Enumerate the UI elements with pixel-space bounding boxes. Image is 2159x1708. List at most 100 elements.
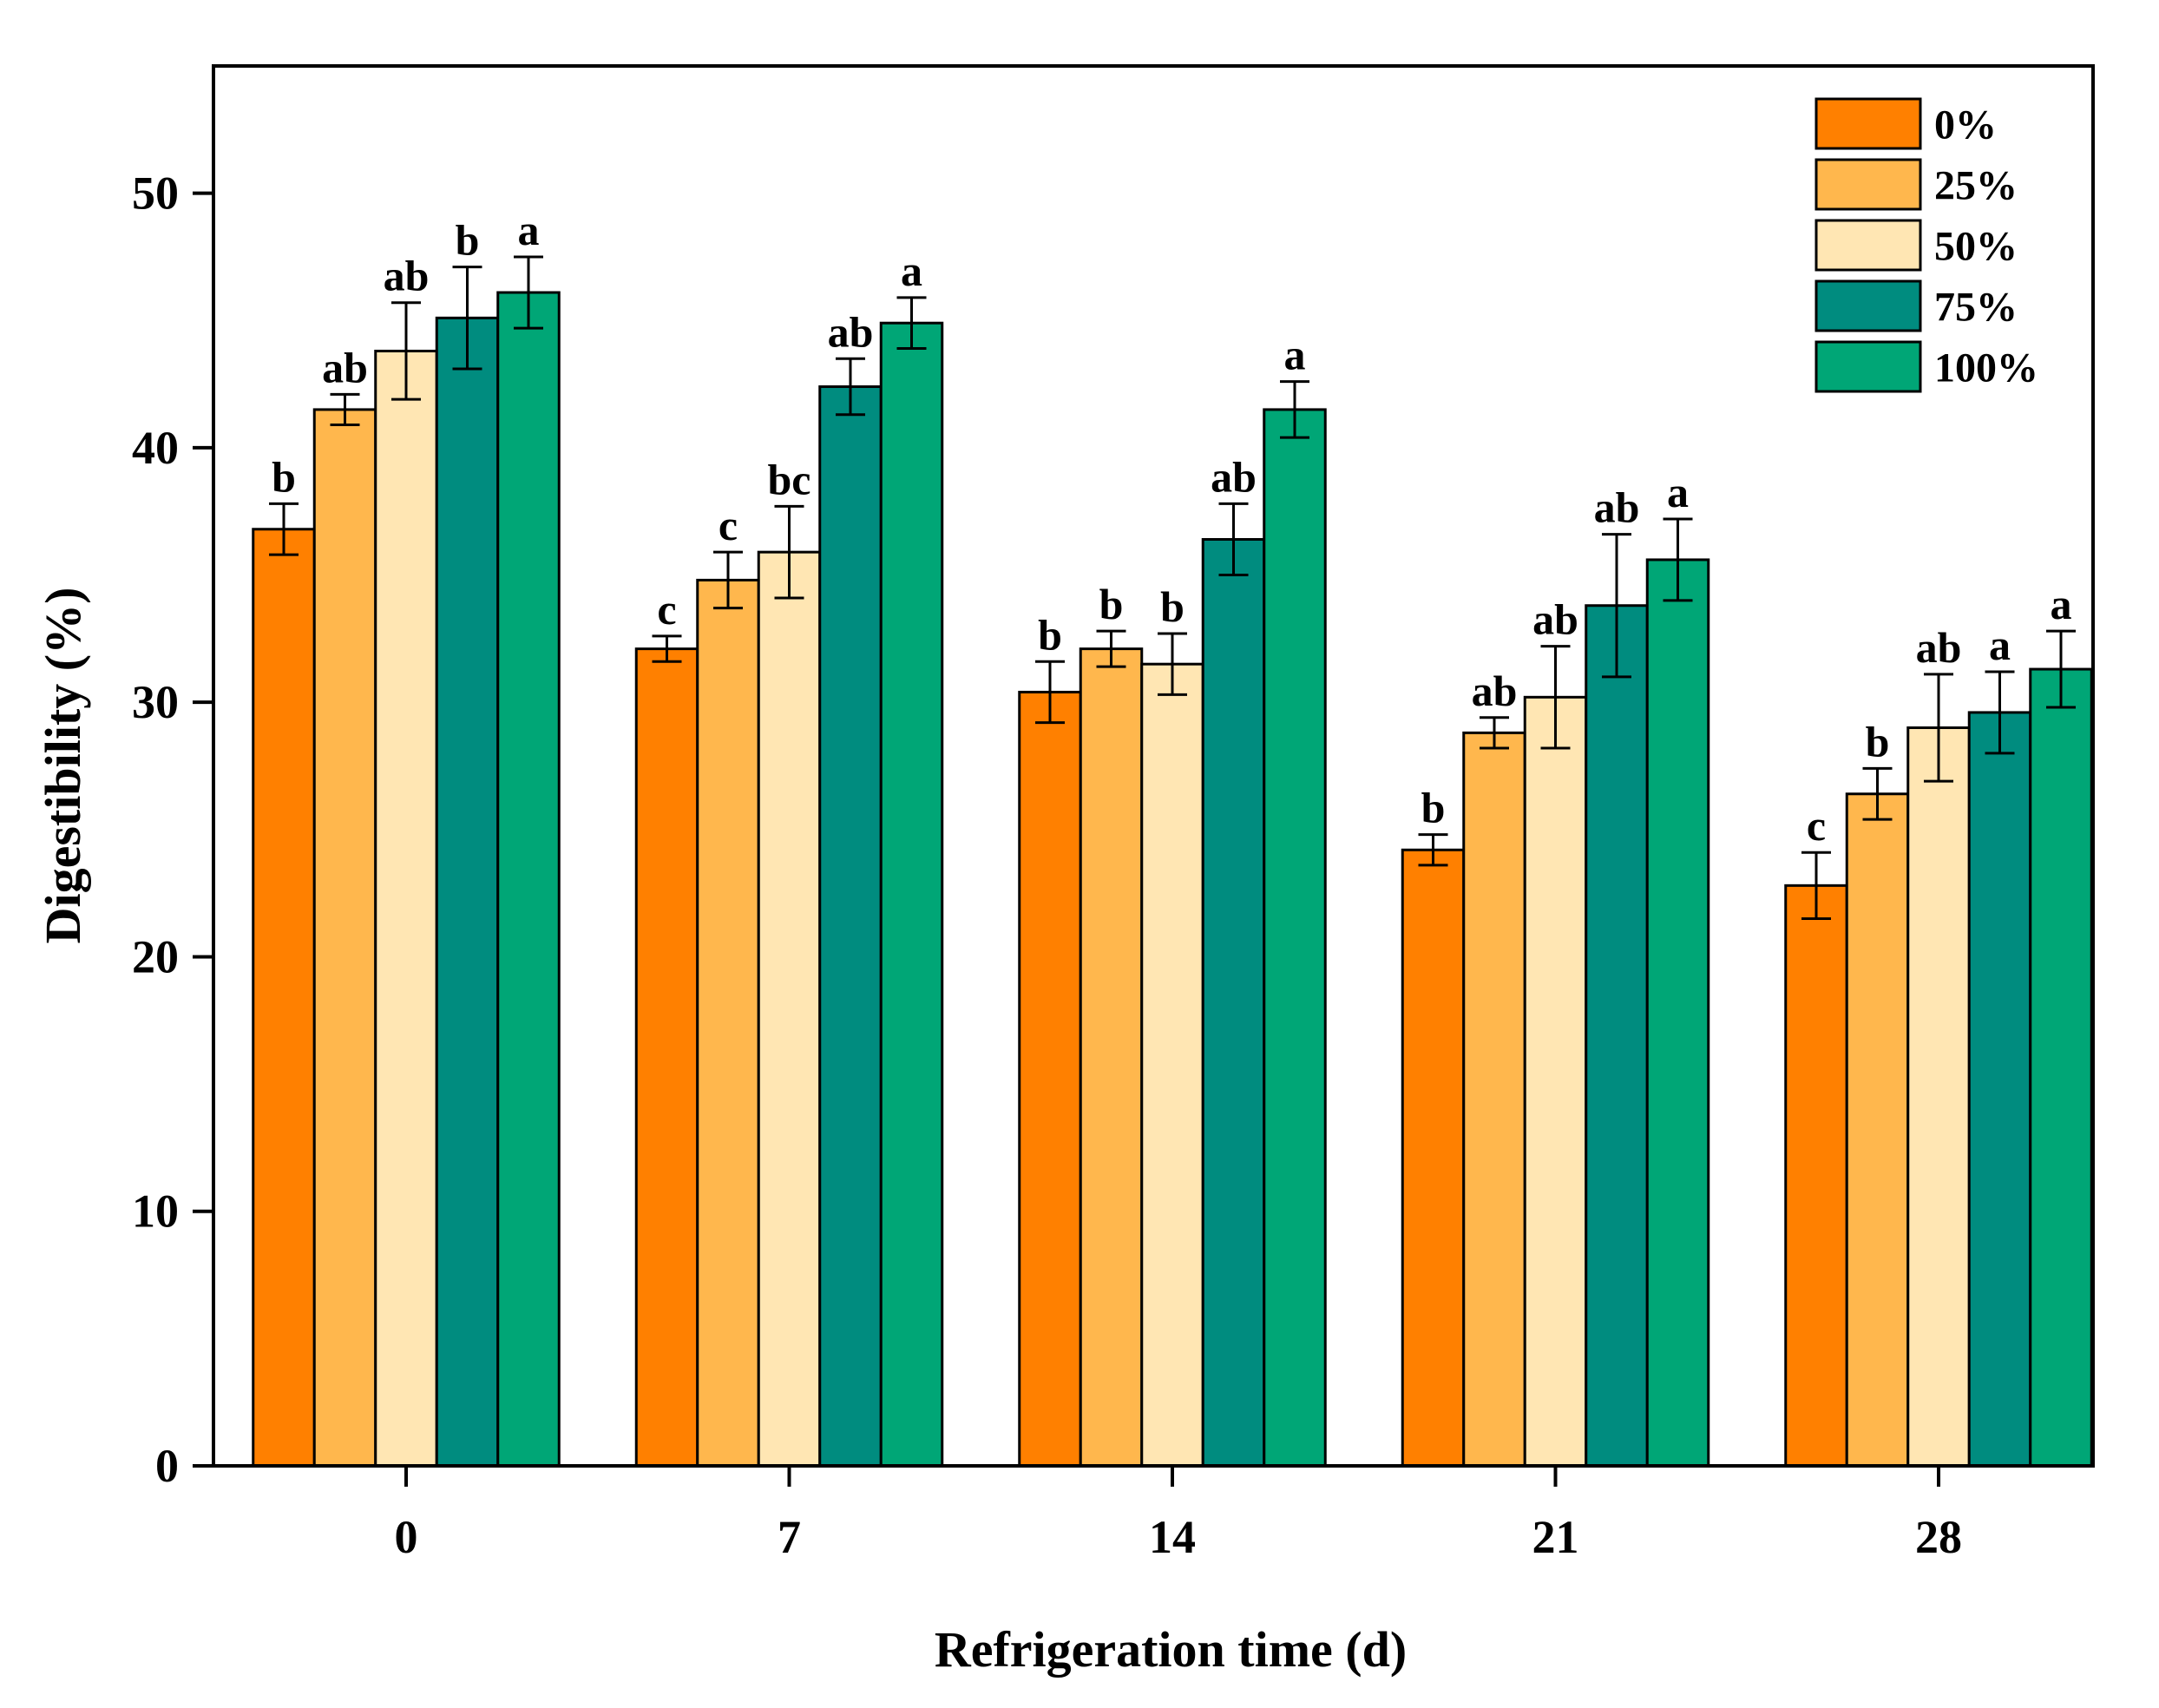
bar-100pct-day-14 <box>1263 408 1327 1468</box>
error-bar-75pct-day-28 <box>1985 670 2015 755</box>
significance-label-25pct-day-0: ab <box>322 343 368 391</box>
legend-entry-75pct: 75% <box>1814 279 2018 332</box>
error-bar-0pct-day-28 <box>1801 851 1831 920</box>
significance-label-50pct-day-28: ab <box>1916 623 1962 672</box>
legend-swatch-75pct <box>1814 279 1922 332</box>
bar-0pct-day-14 <box>1018 690 1082 1468</box>
significance-label-25pct-day-14: b <box>1099 580 1124 628</box>
significance-label-75pct-day-14: ab <box>1211 452 1257 501</box>
legend-label-75pct: 75% <box>1934 285 2018 331</box>
bar-50pct-day-14 <box>1140 662 1204 1468</box>
bar-0pct-day-21 <box>1401 848 1466 1468</box>
bar-50pct-day-28 <box>1906 726 1971 1468</box>
significance-label-50pct-day-0: ab <box>384 252 430 300</box>
error-bar-100pct-day-21 <box>1663 517 1693 602</box>
significance-label-0pct-day-28: c <box>1807 801 1826 850</box>
error-bars-layer <box>269 255 2076 920</box>
significance-label-0pct-day-21: b <box>1421 784 1446 832</box>
significance-label-100pct-day-14: a <box>1284 331 1306 379</box>
legend-entry-50pct: 50% <box>1814 219 2018 272</box>
error-bar-100pct-day-0 <box>514 255 543 330</box>
x-tick-label-0: 0 <box>395 1511 418 1563</box>
significance-label-0pct-day-14: b <box>1038 610 1062 659</box>
plot-frame <box>212 64 2095 1468</box>
bar-0pct-day-28 <box>1784 884 1848 1468</box>
significance-label-0pct-day-7: c <box>657 585 676 634</box>
significance-label-75pct-day-28: a <box>1989 621 2011 669</box>
legend-label-0pct: 0% <box>1934 102 1997 148</box>
significance-label-100pct-day-7: a <box>901 246 922 295</box>
bar-25pct-day-7 <box>696 578 760 1468</box>
bar-50pct-day-7 <box>757 550 822 1468</box>
error-bar-100pct-day-14 <box>1280 380 1309 439</box>
significance-label-25pct-day-7: c <box>719 501 738 549</box>
error-bar-50pct-day-21 <box>1540 645 1571 750</box>
legend-entry-0pct: 0% <box>1814 97 1997 150</box>
significance-label-25pct-day-28: b <box>1866 717 1890 765</box>
error-bar-25pct-day-0 <box>330 392 360 427</box>
error-bar-25pct-day-28 <box>1862 766 1893 821</box>
error-bar-0pct-day-0 <box>269 502 299 556</box>
bar-100pct-day-21 <box>1645 558 1710 1468</box>
y-tick-label-40: 40 <box>132 422 179 474</box>
error-bar-0pct-day-7 <box>652 634 682 663</box>
legend-entry-25pct: 25% <box>1814 158 2018 211</box>
y-axis-title: Digestibility (%) <box>35 588 91 944</box>
bar-75pct-day-7 <box>818 385 883 1468</box>
y-tick-label-30: 30 <box>132 676 179 728</box>
significance-label-100pct-day-28: a <box>2051 580 2072 628</box>
y-axis: 0 10 20 30 40 50 <box>132 168 213 1492</box>
error-bar-50pct-day-28 <box>1924 673 1953 783</box>
bar-0pct-day-7 <box>634 647 699 1468</box>
significance-label-50pct-day-21: ab <box>1532 595 1578 644</box>
error-bar-50pct-day-0 <box>391 301 421 401</box>
x-tick-label-21: 21 <box>1532 1511 1579 1563</box>
bar-50pct-day-0 <box>374 349 438 1468</box>
x-tick-label-7: 7 <box>778 1511 801 1563</box>
bars-layer <box>252 291 2093 1468</box>
bar-75pct-day-21 <box>1585 604 1649 1468</box>
significance-label-50pct-day-7: bc <box>768 455 811 503</box>
x-tick-label-28: 28 <box>1915 1511 1962 1563</box>
legend: 0% 25% 50% 75% 100% <box>1814 97 2038 393</box>
significance-label-100pct-day-0: a <box>518 206 540 254</box>
bar-75pct-day-14 <box>1201 537 1266 1468</box>
bar-25pct-day-28 <box>1845 792 1910 1468</box>
legend-swatch-0pct <box>1814 97 1922 150</box>
x-tick-label-14: 14 <box>1149 1511 1196 1563</box>
y-tick-label-50: 50 <box>132 168 179 220</box>
significance-label-0pct-day-0: b <box>272 452 296 501</box>
bar-75pct-day-28 <box>1967 711 2032 1468</box>
legend-swatch-25pct <box>1814 158 1922 211</box>
error-bar-25pct-day-7 <box>713 550 743 610</box>
error-bar-75pct-day-7 <box>836 357 865 417</box>
legend-label-50pct: 50% <box>1934 224 2018 270</box>
error-bar-50pct-day-7 <box>774 504 804 600</box>
error-bar-25pct-day-21 <box>1480 716 1509 750</box>
significance-label-100pct-day-21: a <box>1667 468 1689 516</box>
error-bar-100pct-day-7 <box>896 296 927 351</box>
significance-label-75pct-day-7: ab <box>828 307 874 356</box>
x-axis-title: Refrigeration time (d) <box>935 1621 1407 1678</box>
bar-75pct-day-0 <box>435 316 500 1468</box>
bar-100pct-day-0 <box>496 291 561 1468</box>
x-axis: 0 7 14 21 28 <box>395 1466 1962 1563</box>
legend-label-25pct: 25% <box>1934 163 2018 209</box>
bar-25pct-day-14 <box>1079 647 1144 1468</box>
y-tick-label-20: 20 <box>132 930 179 982</box>
legend-swatch-100pct <box>1814 340 1922 393</box>
bar-0pct-day-0 <box>252 528 316 1468</box>
bar-100pct-day-7 <box>879 321 944 1468</box>
error-bar-75pct-day-21 <box>1602 533 1631 679</box>
y-tick-label-10: 10 <box>132 1186 179 1238</box>
legend-swatch-50pct <box>1814 219 1922 272</box>
y-tick-label-0: 0 <box>155 1440 179 1492</box>
error-bar-75pct-day-0 <box>452 266 482 371</box>
error-bar-0pct-day-21 <box>1418 833 1448 867</box>
error-bar-75pct-day-14 <box>1218 502 1249 577</box>
significance-label-75pct-day-21: ab <box>1594 483 1640 532</box>
error-bar-25pct-day-14 <box>1096 629 1126 668</box>
